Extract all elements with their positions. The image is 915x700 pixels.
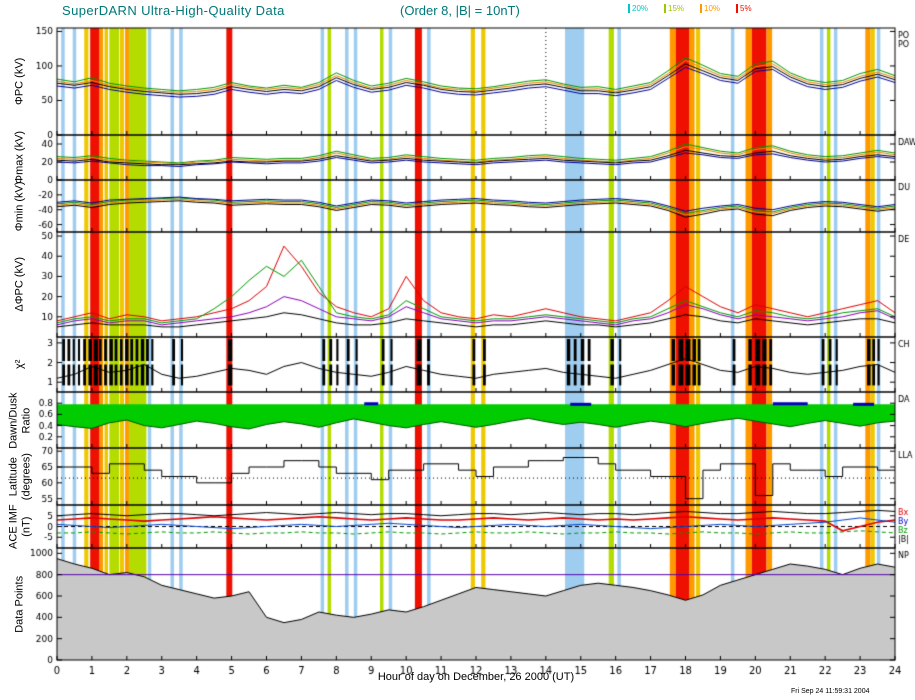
page-title: SuperDARN Ultra-High-Quality Data xyxy=(62,3,285,18)
legend-label: 15% xyxy=(668,4,685,13)
legend-item-15%: 15% xyxy=(664,4,684,13)
legend-label: 5% xyxy=(740,4,752,13)
quality-legend: 20% 15% 10% 5% xyxy=(628,4,752,13)
legend-item-10%: 10% xyxy=(700,4,720,13)
legend-tick xyxy=(736,4,739,13)
legend-tick xyxy=(628,4,630,13)
legend-label: 20% xyxy=(632,4,649,13)
panel-label-text: Data Points xyxy=(13,575,26,633)
panel-label-text: ACE IMF xyxy=(7,504,20,549)
legend-label: 10% xyxy=(704,4,721,13)
x-axis-title: Hour of day on December, 26 2000 (UT) xyxy=(377,671,575,683)
legend-item-5%: 5% xyxy=(736,4,752,13)
legend-tick xyxy=(700,4,703,13)
title-order-info: (Order 8, |B| = 10nT) xyxy=(400,3,520,18)
legend-item-20%: 20% xyxy=(628,4,648,13)
timestamp: Fri Sep 24 11:59:31 2004 xyxy=(791,688,870,695)
panel-label-data-points: Data Points xyxy=(14,544,27,664)
legend-tick xyxy=(664,4,667,13)
panel-label-text: Φmin (kV) xyxy=(13,180,26,231)
